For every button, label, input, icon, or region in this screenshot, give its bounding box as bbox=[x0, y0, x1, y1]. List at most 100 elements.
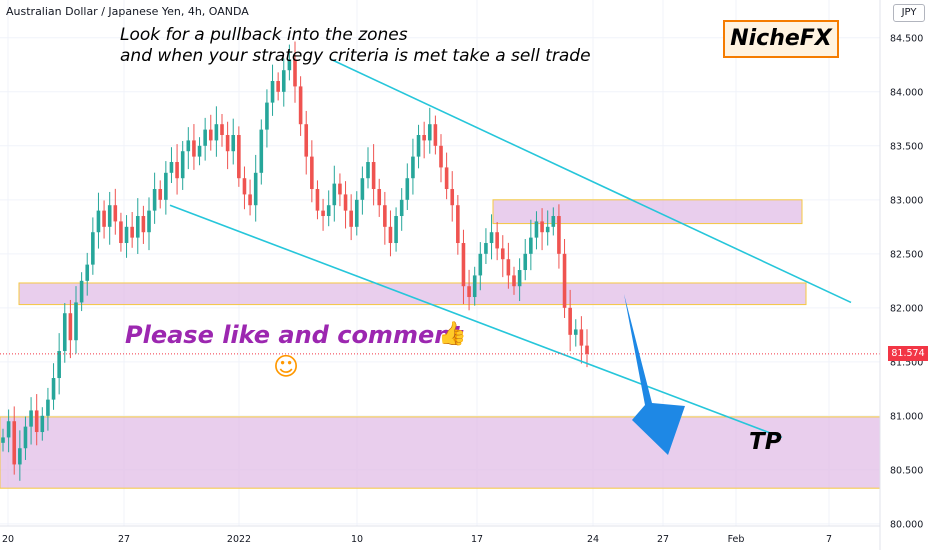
candle-body bbox=[96, 210, 101, 233]
price-tick-label: 82.500 bbox=[890, 249, 923, 260]
price-tick-label: 84.000 bbox=[890, 87, 923, 98]
candle-body bbox=[79, 280, 84, 303]
candle-body bbox=[242, 178, 247, 195]
brand-logo: NicheFX bbox=[723, 20, 839, 58]
candle-body bbox=[557, 216, 561, 254]
time-tick-label: 24 bbox=[587, 534, 599, 545]
candle-body bbox=[186, 140, 191, 152]
take-profit-label: TP bbox=[749, 429, 782, 455]
channel-line-lower bbox=[169, 204, 783, 439]
symbol-title: Australian Dollar / Japanese Yen, 4h, OA… bbox=[6, 5, 249, 18]
descending-channel bbox=[169, 58, 852, 439]
candle-body bbox=[585, 345, 589, 354]
candle-body bbox=[169, 162, 174, 173]
candle-body bbox=[237, 135, 241, 179]
candle-body bbox=[349, 210, 353, 227]
candle-body bbox=[281, 70, 286, 92]
time-tick-label: 17 bbox=[471, 534, 483, 545]
candle-body bbox=[439, 145, 443, 168]
time-tick-label: 27 bbox=[657, 534, 669, 545]
candle-body bbox=[51, 378, 56, 400]
candle-body bbox=[500, 248, 505, 260]
candle-body bbox=[411, 156, 415, 179]
candle-body bbox=[40, 415, 45, 433]
time-tick-label: 20 bbox=[2, 534, 14, 545]
price-tick-label: 81.500 bbox=[890, 357, 923, 368]
candle-body bbox=[102, 210, 106, 227]
price-tick-label: 84.500 bbox=[890, 33, 923, 44]
candle-body bbox=[377, 189, 382, 206]
candle-body bbox=[517, 270, 522, 287]
candle-body bbox=[456, 205, 460, 244]
candle-body bbox=[388, 226, 393, 244]
candle-body bbox=[512, 275, 516, 287]
candle-body bbox=[68, 313, 73, 341]
candle-body bbox=[433, 124, 438, 146]
candle-body bbox=[371, 162, 376, 190]
candle-body bbox=[248, 194, 252, 206]
candle-body bbox=[23, 426, 28, 449]
candle-body bbox=[287, 59, 292, 71]
candle-body bbox=[197, 145, 202, 157]
note-line-2: and when your strategy criteria is met t… bbox=[120, 46, 591, 66]
candle-body bbox=[29, 410, 33, 427]
candle-body bbox=[394, 216, 398, 244]
time-tick-label: Feb bbox=[728, 534, 745, 545]
candle-body bbox=[354, 199, 359, 227]
candle-body bbox=[366, 162, 370, 179]
candle-body bbox=[46, 399, 50, 416]
candle-body bbox=[225, 135, 230, 152]
candle-body bbox=[214, 124, 219, 141]
candle-body bbox=[472, 275, 477, 298]
candle-body bbox=[568, 307, 572, 335]
candle-body bbox=[551, 216, 556, 227]
smiley-icon: ☺ bbox=[273, 352, 300, 381]
candle-body bbox=[484, 243, 488, 254]
price-tick-label: 83.500 bbox=[890, 141, 923, 152]
candle-body bbox=[315, 189, 320, 211]
time-tick-label: 7 bbox=[826, 534, 832, 545]
candle-body bbox=[18, 448, 22, 465]
candle-body bbox=[489, 232, 494, 244]
candle-body bbox=[91, 232, 95, 265]
candle-body bbox=[495, 232, 499, 249]
candle-body bbox=[405, 178, 410, 200]
price-tick-label: 83.000 bbox=[890, 195, 923, 206]
annotation-note: Look for a pullback into the zones and w… bbox=[120, 25, 591, 67]
candle-body bbox=[293, 59, 297, 87]
candle-body bbox=[529, 237, 533, 254]
candle-body bbox=[164, 172, 168, 200]
candle-body bbox=[383, 205, 387, 227]
candle-body bbox=[6, 421, 11, 438]
candle-body bbox=[135, 216, 140, 238]
price-axis[interactable]: 80.000 80.500 81.000 81.500 82.000 82.500 83.0… bbox=[890, 33, 923, 530]
candle-body bbox=[34, 410, 39, 433]
candle-body bbox=[579, 329, 584, 346]
channel-line-upper bbox=[330, 58, 852, 304]
candle-body bbox=[265, 102, 269, 130]
candle-body bbox=[203, 129, 207, 146]
time-tick-label: 10 bbox=[351, 534, 363, 545]
currency-badge[interactable]: JPY bbox=[893, 4, 925, 22]
candle-body bbox=[304, 124, 309, 157]
candle-body bbox=[208, 129, 213, 141]
down-arrow-icon bbox=[624, 294, 685, 455]
candle-body bbox=[175, 162, 179, 179]
candle-body bbox=[427, 124, 432, 141]
candle-body bbox=[130, 226, 134, 238]
time-tick-label: 27 bbox=[118, 534, 130, 545]
candle-body bbox=[422, 135, 426, 141]
price-tick-label: 80.000 bbox=[890, 519, 923, 530]
candle-body bbox=[74, 302, 78, 341]
candle-body bbox=[573, 329, 578, 335]
candle-body bbox=[416, 135, 421, 157]
candle-body bbox=[107, 205, 112, 227]
time-axis[interactable]: 20 27 2022 10 17 24 27 Feb 7 bbox=[2, 534, 832, 545]
last-price-tag: 81.574 bbox=[888, 346, 928, 361]
price-tick-label: 80.500 bbox=[890, 465, 923, 476]
candle-body bbox=[298, 86, 303, 125]
candle-body bbox=[310, 156, 314, 190]
candle-body bbox=[141, 216, 146, 233]
candle-body bbox=[523, 253, 528, 271]
